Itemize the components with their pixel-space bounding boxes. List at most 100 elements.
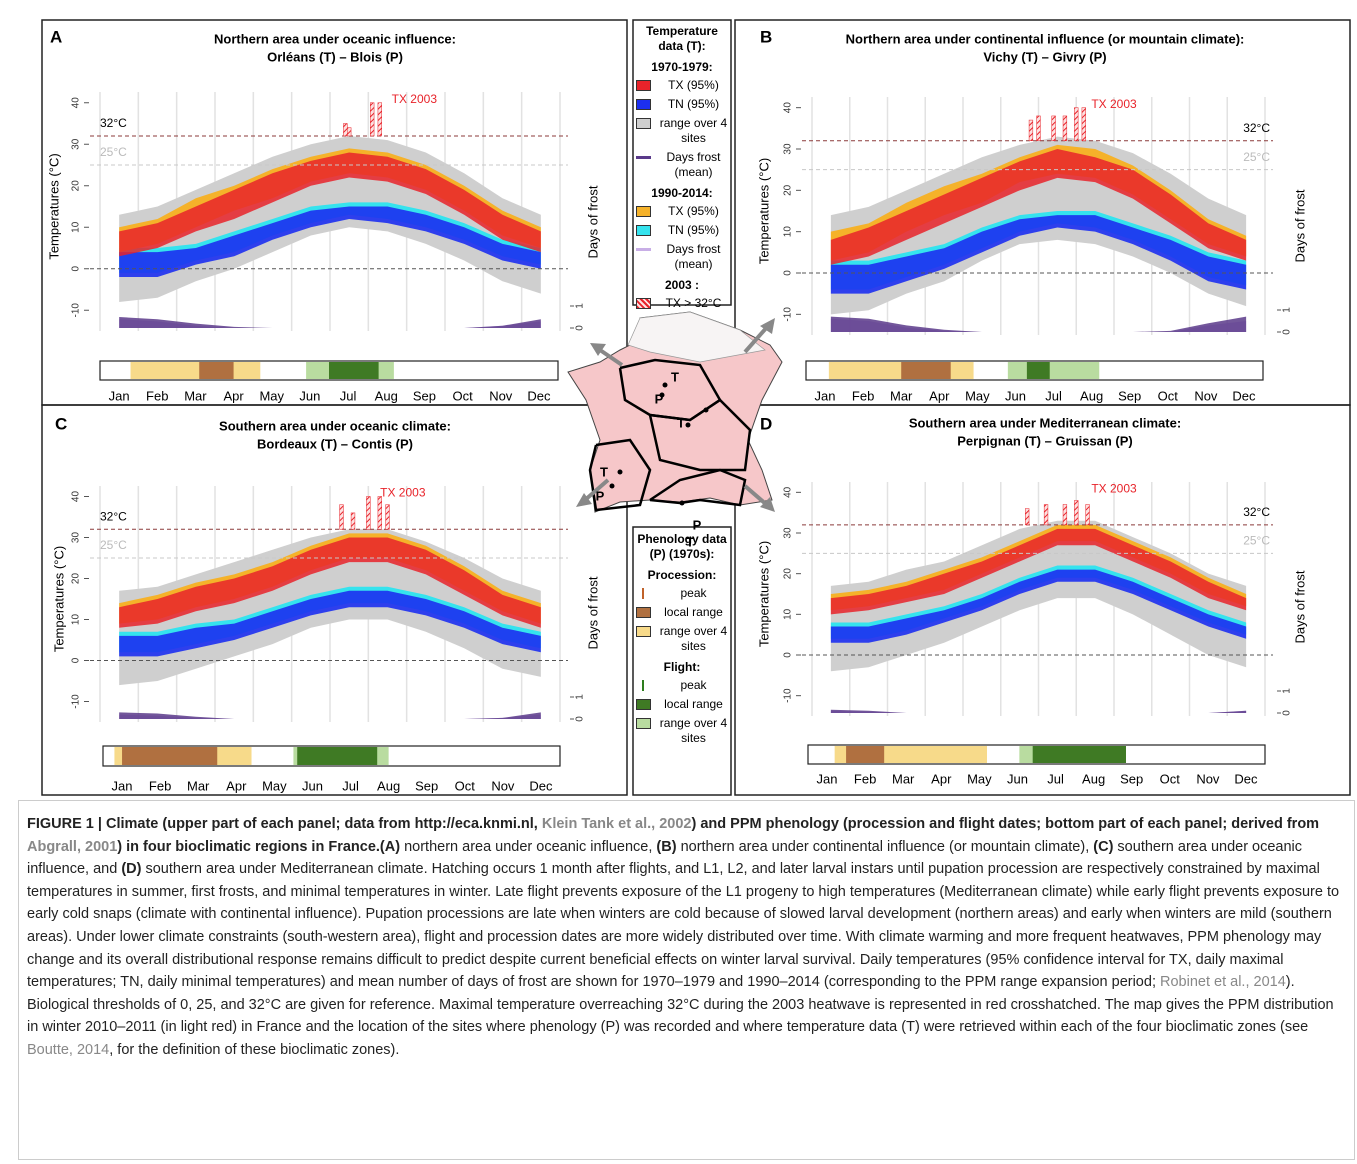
tn-band [830, 569, 1247, 643]
tx-band [119, 537, 541, 628]
panel: B Northern area under continental influen… [756, 27, 1307, 403]
legend-group: Procession: [647, 568, 717, 582]
y2-tick-label: 0 [575, 716, 586, 722]
month-label: Jul [1045, 388, 1062, 403]
legend-swatch [636, 680, 651, 691]
tx2003-bar [1081, 107, 1086, 141]
y-tick-label: 0 [783, 652, 794, 658]
legend-item: range over 4 sites [634, 716, 730, 746]
y-tick-label: 10 [783, 226, 794, 238]
y-tick-label: 10 [71, 614, 82, 626]
legend-swatch [636, 699, 651, 710]
month-label: Dec [1232, 388, 1256, 403]
month-label: Aug [377, 778, 400, 793]
legend-group: 1990-2014: [651, 186, 713, 200]
legend-item: TX (95%) [634, 204, 730, 219]
y-tick-label: -10 [71, 694, 82, 709]
y2-tick-label: 0 [575, 325, 586, 331]
phenology-legend: Phenology data (P) (1970s): Procession: pe… [634, 530, 730, 750]
phenology-segment [1032, 746, 1126, 763]
tx-band [830, 144, 1247, 261]
temperature-legend: Temperature data (T): 1970-1979: TX (95%) T… [634, 22, 730, 315]
month-label: Apr [226, 778, 247, 793]
month-label: Nov [489, 388, 513, 403]
panel-letter: B [760, 27, 772, 46]
tn-band [830, 215, 1247, 294]
tx2003-label: TX 2003 [392, 92, 438, 106]
legend-item: range over 4 sites [634, 116, 730, 146]
y-tick-label: 30 [71, 532, 82, 544]
month-label: Feb [854, 771, 876, 786]
caption-text: southern area under oceanic influence, a… [27, 838, 1303, 878]
legend-text: peak [680, 678, 707, 692]
tx2003-bar [1051, 115, 1056, 141]
panel-title: Southern area under Mediterranean climat… [909, 415, 1181, 430]
legend-item: peak [634, 678, 730, 693]
y2-tick-label: 1 [1282, 307, 1293, 313]
y-tick-label: 30 [783, 527, 794, 539]
tx-band [119, 152, 541, 257]
month-label: Jun [302, 778, 323, 793]
tx2003-bar [347, 127, 352, 137]
y2-axis-label: Days of frost [1292, 570, 1307, 643]
caption-text: ) and PPM phenology (procession and flig… [691, 816, 1320, 832]
legend-swatch [636, 118, 651, 129]
panel: D Southern area under Mediterranean clima… [756, 414, 1307, 786]
phenology-segment [122, 747, 218, 765]
frost-area [830, 709, 1247, 713]
legend-text: TX (95%) [668, 204, 719, 218]
y-tick-label: 40 [783, 102, 794, 114]
panel-title: Northern area under oceanic influence: [214, 31, 456, 46]
legend-item: Days frost (mean) [634, 242, 730, 272]
threshold-label: 25°C [1243, 150, 1270, 164]
panel-title: Orléans (T) – Blois (P) [267, 49, 403, 64]
month-label: Jun [299, 388, 320, 403]
map-label: T [600, 464, 608, 479]
legend-swatch [636, 607, 651, 618]
map-label: T [677, 415, 685, 430]
caption-text: (A) [379, 838, 401, 855]
frost-area [119, 317, 541, 328]
legend-item: TN (95%) [634, 223, 730, 238]
tx2003-bar [350, 512, 356, 530]
caption-text: (C) [1093, 838, 1114, 855]
legend-swatch [636, 626, 651, 637]
month-label: Sep [415, 778, 438, 793]
y-tick-label: 0 [71, 657, 82, 663]
threshold-label: 32°C [100, 116, 127, 130]
month-label: Jan [815, 388, 836, 403]
month-label: Jan [112, 778, 133, 793]
threshold-label: 32°C [1243, 505, 1270, 519]
tx-band [830, 528, 1247, 615]
y-axis-label: Temperatures (°C) [756, 541, 771, 647]
frames [41, 19, 1351, 796]
month-label: Sep [1120, 771, 1143, 786]
y2-axis-label: Days of frost [585, 185, 600, 258]
caption-text: , for the definition of these bioclimati… [109, 1041, 400, 1058]
map-label: T [671, 369, 679, 384]
legend-item: peak [634, 586, 730, 601]
y2-tick-label: 0 [1282, 329, 1293, 335]
legend-text: peak [680, 586, 707, 600]
map-label: P [693, 517, 702, 532]
threshold-label: 25°C [100, 145, 127, 159]
y-tick-label: 0 [71, 266, 82, 272]
tx2003-bar [1036, 115, 1041, 141]
y-axis-label: Temperatures (°C) [756, 158, 771, 264]
caption: FIGURE 1 | Climate (upper part of each p… [18, 800, 1355, 1160]
y2-tick-label: 1 [575, 694, 586, 700]
tx2003-bar [1028, 119, 1034, 141]
y-tick-label: 40 [783, 486, 794, 498]
legend-text: TN (95%) [667, 97, 720, 111]
y-tick-label: 30 [71, 138, 82, 150]
phenology-segment [297, 747, 378, 765]
panel-letter: A [50, 27, 62, 46]
threshold-label: 25°C [100, 538, 127, 552]
month-label: Mar [187, 778, 210, 793]
y-tick-label: 20 [71, 573, 82, 585]
y-axis-label: Temperatures (°C) [46, 153, 61, 259]
month-label: Aug [375, 388, 398, 403]
tx2003-bar [377, 496, 382, 530]
